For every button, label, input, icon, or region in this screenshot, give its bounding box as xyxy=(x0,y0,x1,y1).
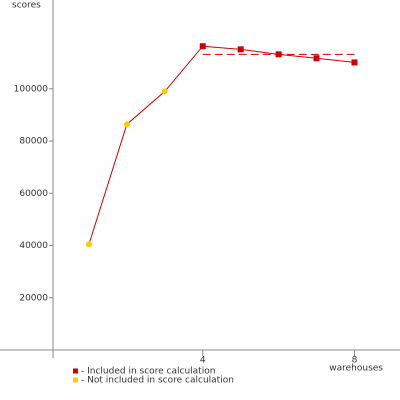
point xyxy=(237,46,244,53)
point xyxy=(85,241,92,248)
point xyxy=(123,121,130,128)
y-tick-label: 60000 xyxy=(19,189,48,199)
y-tick-label: 20000 xyxy=(19,293,48,303)
y-tick-label: 100000 xyxy=(14,84,49,94)
y-tick-label: 80000 xyxy=(19,137,48,147)
point xyxy=(161,88,168,95)
point xyxy=(275,51,282,58)
legend-marker xyxy=(73,368,78,374)
y-axis-label: scores xyxy=(12,1,41,11)
y-tick-label: 40000 xyxy=(19,241,48,251)
legend-label: - Included in score calculation xyxy=(81,367,215,377)
point xyxy=(199,43,206,50)
legend-marker xyxy=(73,377,78,383)
legend-label: - Not included in score calculation xyxy=(81,376,234,386)
point xyxy=(351,59,358,66)
point xyxy=(313,55,320,62)
score-curve xyxy=(88,45,355,245)
x-axis-label: warehouses xyxy=(329,364,383,374)
x-tick-label: 4 xyxy=(200,356,206,366)
x-tick-label: 8 xyxy=(352,356,358,366)
